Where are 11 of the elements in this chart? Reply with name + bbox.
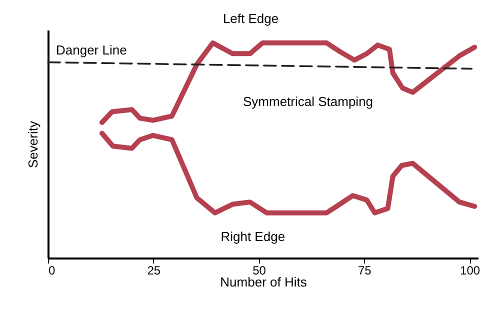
- x-tick-label: 75: [358, 264, 372, 278]
- series-label: Left Edge: [222, 10, 279, 26]
- x-tick-label: 0: [48, 264, 56, 278]
- x-axis-title: Number of Hits: [220, 274, 308, 290]
- series-label: Danger Line: [56, 42, 127, 58]
- y-axis-title: Severity: [26, 120, 40, 168]
- x-tick-label: 100: [460, 264, 480, 278]
- x-tick-label: 50: [252, 264, 266, 278]
- series-label: Right Edge: [220, 228, 286, 244]
- annotation: Symmetrical Stamping: [242, 94, 374, 109]
- x-tick-label: 25: [147, 264, 161, 278]
